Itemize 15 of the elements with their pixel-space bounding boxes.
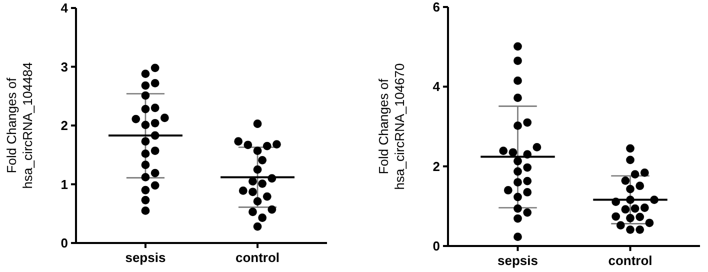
y-tick-label: 2 bbox=[432, 158, 440, 174]
y-axis-title: Fold Changes of hsa_circRNA_104484 bbox=[4, 62, 35, 189]
y-tick-label: 1 bbox=[60, 176, 68, 192]
y-tick-label: 0 bbox=[432, 238, 440, 254]
y-tick-label: 4 bbox=[60, 0, 69, 16]
x-tick-label: control bbox=[235, 250, 280, 265]
x-tick-label: control bbox=[608, 253, 652, 268]
y-tick-label: 6 bbox=[432, 0, 440, 15]
y-tick-label: 4 bbox=[432, 79, 441, 94]
y-tick-label: 3 bbox=[60, 59, 68, 74]
y-tick-label: 2 bbox=[60, 118, 68, 134]
x-tick-label: sepsis bbox=[125, 250, 166, 265]
y-tick-label: 0 bbox=[60, 236, 68, 251]
y-axis-title: Fold Changes of hsa_circRNA_104670 bbox=[376, 63, 407, 190]
x-tick-label: sepsis bbox=[498, 253, 538, 268]
